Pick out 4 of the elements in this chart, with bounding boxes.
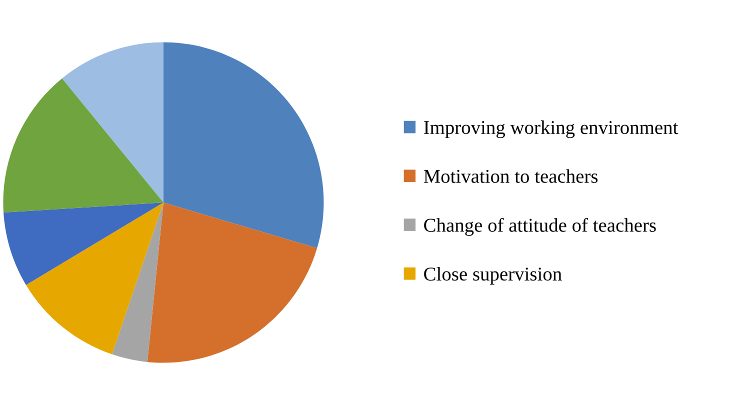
legend-label: Change of attitude of teachers: [424, 218, 656, 236]
legend-label: Improving working environment: [424, 120, 678, 138]
legend-label: Close supervision: [424, 266, 562, 285]
legend-label: Motivation to teachers: [424, 169, 598, 183]
